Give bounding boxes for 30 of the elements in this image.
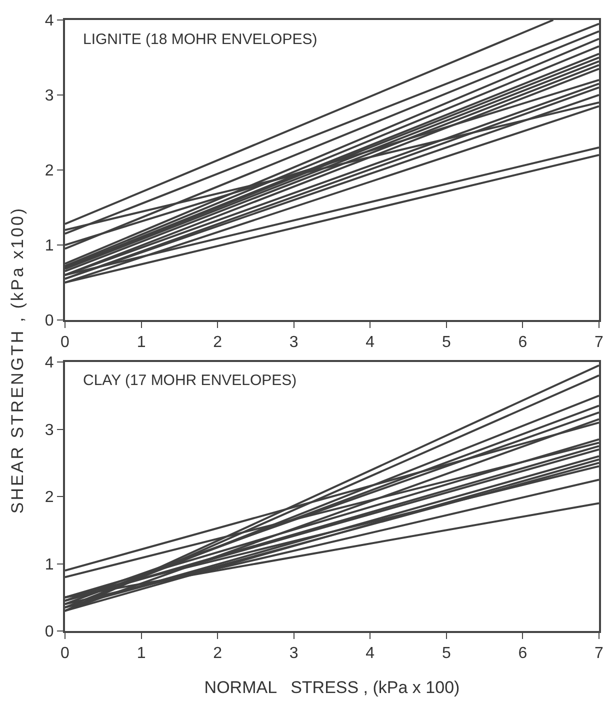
- x-tick-label: 6: [518, 645, 528, 662]
- annotation: LIGNITE (18 MOHR ENVELOPES): [83, 31, 318, 48]
- x-tick-label: 0: [60, 334, 70, 352]
- y-tick-label: 4: [44, 354, 54, 372]
- y-tick-label: 2: [44, 489, 54, 506]
- x-tick-label: 2: [213, 645, 222, 662]
- y-tick-label: 4: [44, 12, 54, 30]
- annotation: CLAY (17 MOHR ENVELOPES): [83, 372, 297, 389]
- x-tick-label: 2: [213, 334, 222, 352]
- y-tick-label: 0: [44, 624, 54, 641]
- x-axis-title: NORMAL STRESS , (kPa x 100): [204, 678, 460, 698]
- y-tick-label: 2: [44, 162, 54, 180]
- x-tick-label: 5: [442, 334, 451, 352]
- y-tick-label: 0: [44, 312, 54, 330]
- x-tick-label: 6: [518, 334, 528, 352]
- y-tick-label: 1: [44, 238, 54, 255]
- x-tick-label: 4: [366, 645, 375, 662]
- x-tick-label: 3: [289, 334, 298, 352]
- x-tick-label: 7: [594, 334, 604, 352]
- x-tick-label: 7: [594, 645, 604, 662]
- x-tick-label: 1: [136, 334, 146, 352]
- y-tick-label: 3: [44, 88, 54, 105]
- y-tick-label: 3: [44, 422, 54, 439]
- x-tick-label: 3: [289, 645, 298, 662]
- x-tick-label: 4: [366, 334, 375, 352]
- x-tick-label: 0: [60, 645, 70, 662]
- y-axis-title: SHEAR STRENGTH , (kPa x100): [8, 206, 28, 514]
- y-tick-label: 1: [44, 556, 54, 574]
- x-tick-label: 1: [136, 645, 146, 662]
- x-tick-label: 5: [442, 645, 451, 662]
